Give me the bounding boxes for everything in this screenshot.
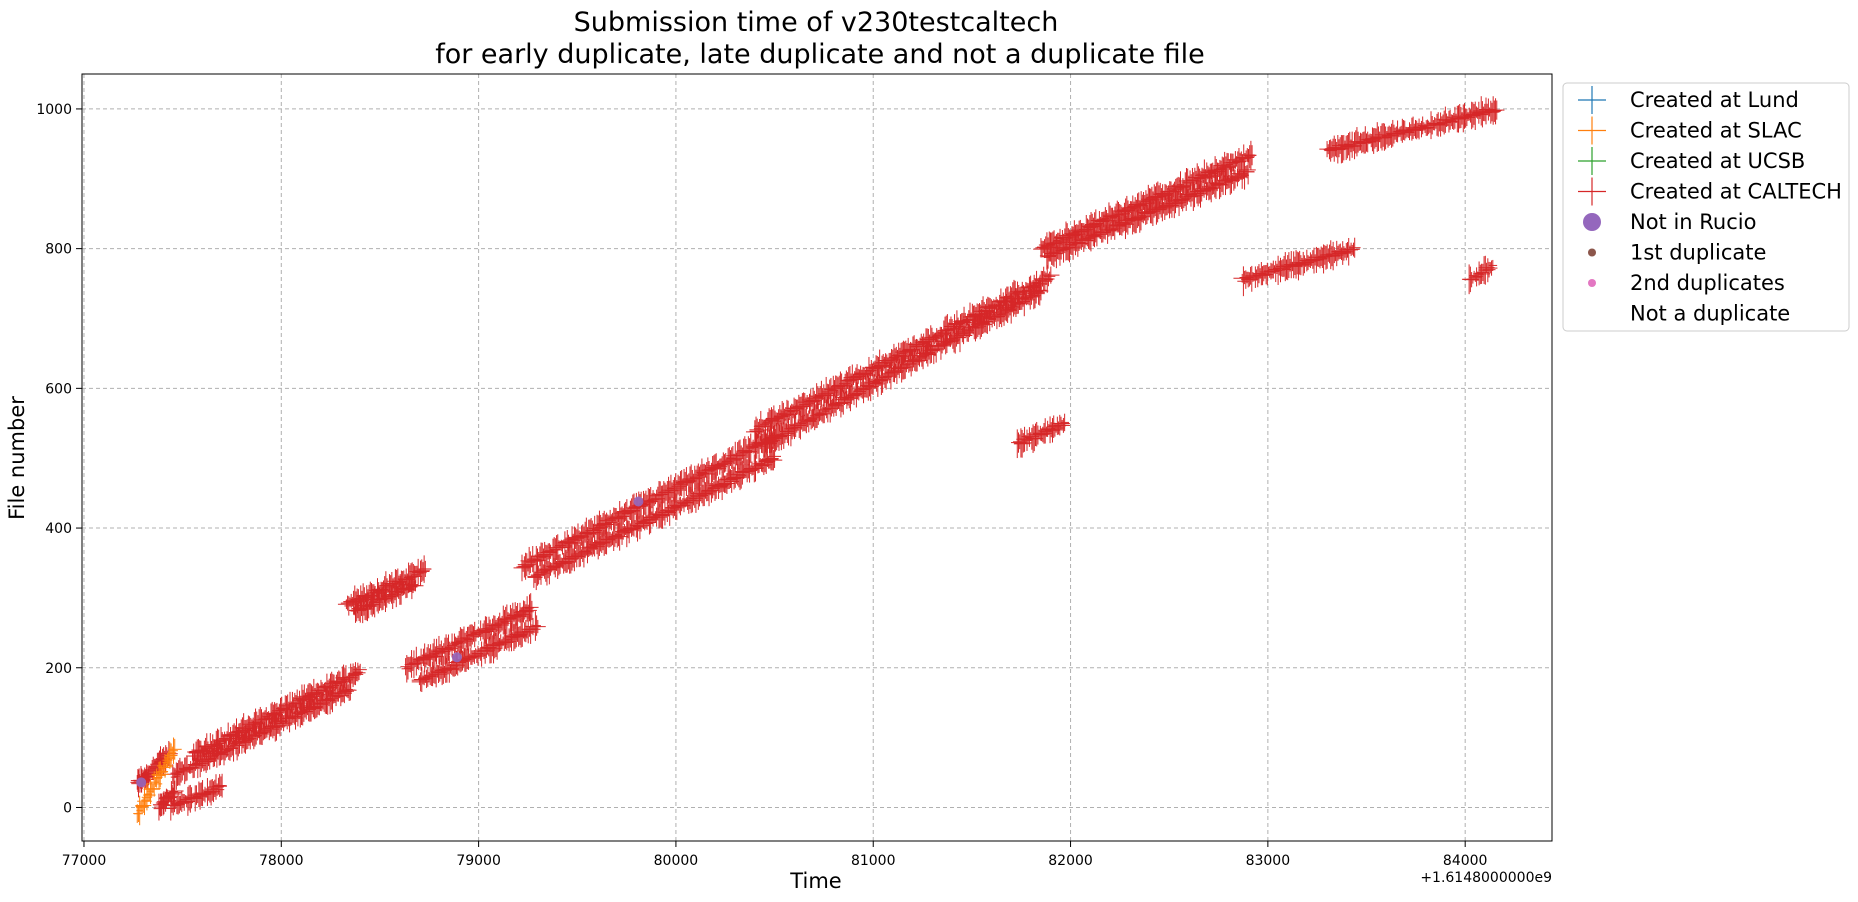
- chart-title-line2: for early duplicate, late duplicate and …: [435, 39, 1205, 70]
- x-tick-label: 77000: [62, 853, 107, 869]
- y-tick-label: 800: [45, 242, 72, 258]
- y-axis-label: File number: [5, 396, 29, 520]
- x-tick-label: 82000: [1048, 853, 1093, 869]
- legend-label: 2nd duplicates: [1630, 271, 1785, 295]
- legend-label: 1st duplicate: [1630, 241, 1766, 265]
- x-tick-label: 81000: [851, 853, 896, 869]
- legend: Created at Lund Created at SLAC Created at…: [1562, 82, 1850, 332]
- y-tick-label: 200: [45, 661, 72, 677]
- legend-label: Created at UCSB: [1630, 149, 1805, 173]
- y-tick-label: 1000: [36, 102, 72, 118]
- chart-title-line1: Submission time of v230testcaltech: [574, 7, 1059, 38]
- not-in-rucio-point: [136, 777, 147, 788]
- y-tick-label: 0: [63, 800, 72, 816]
- x-tick-label: 84000: [1443, 853, 1488, 869]
- series-marks: [130, 96, 1505, 826]
- plot-marks: [130, 96, 1505, 826]
- x-tick-label: 79000: [456, 853, 501, 869]
- x-offset-label: +1.6148000000e9: [1420, 870, 1552, 886]
- legend-label: Not in Rucio: [1630, 210, 1756, 234]
- legend-marker-circle: [1583, 213, 1601, 231]
- not-in-rucio-point: [633, 496, 644, 507]
- x-tick-label: 78000: [259, 853, 304, 869]
- legend-label: Created at CALTECH: [1630, 180, 1842, 204]
- y-axis-ticks: 0 200 400 600 800 1000: [36, 102, 82, 816]
- y-tick-label: 600: [45, 381, 72, 397]
- legend-label: Not a duplicate: [1630, 302, 1790, 326]
- legend-marker-circle: [1588, 279, 1596, 287]
- x-tick-label: 83000: [1246, 853, 1291, 869]
- plot-area: [82, 74, 1552, 841]
- plot-background: [82, 74, 1552, 841]
- x-axis-ticks: 77000 78000 79000 80000 81000 82000 83000 84000: [62, 841, 1488, 869]
- not-in-rucio-point: [451, 652, 462, 663]
- legend-marker-circle: [1588, 248, 1596, 257]
- legend-frame: [1562, 82, 1850, 332]
- y-tick-label: 400: [45, 521, 72, 537]
- legend-label: Created at Lund: [1630, 88, 1799, 112]
- legend-label: Created at SLAC: [1630, 119, 1802, 143]
- x-axis-label: Time: [789, 869, 841, 893]
- plot-frame: [81, 73, 1553, 842]
- legend-items: Created at Lund Created at SLAC Created at…: [1578, 86, 1842, 326]
- x-tick-label: 80000: [654, 853, 699, 869]
